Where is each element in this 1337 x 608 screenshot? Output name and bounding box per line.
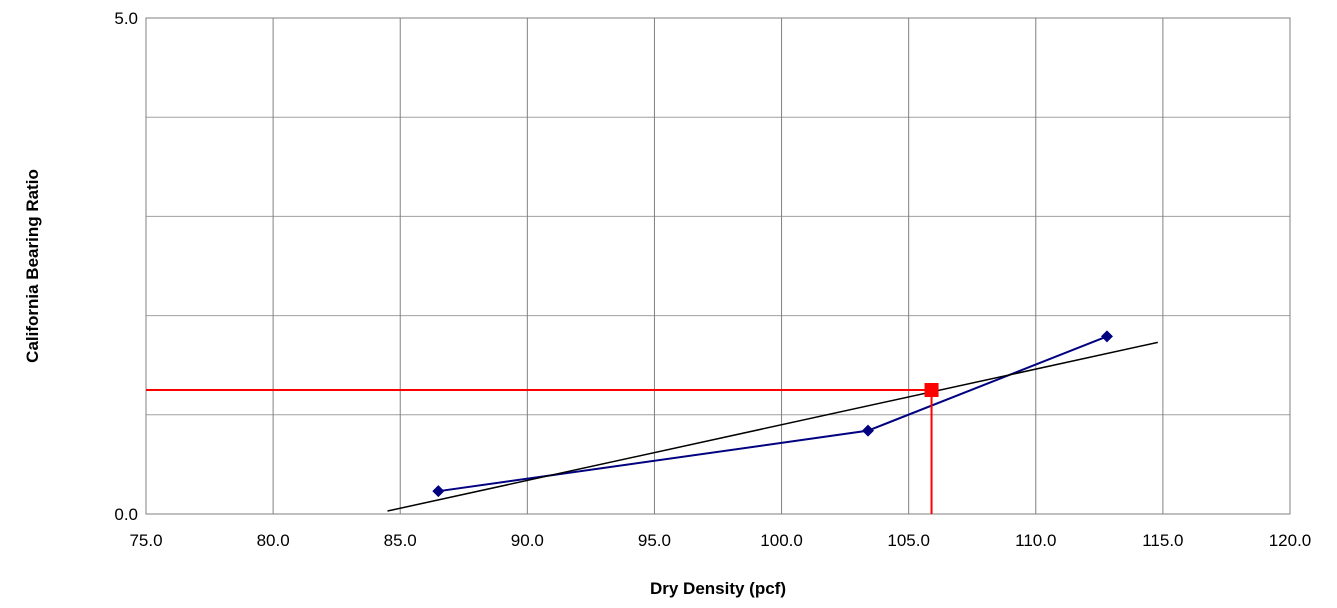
plot-area xyxy=(146,18,1290,514)
y-tick-label: 5.0 xyxy=(114,9,138,28)
y-tick-label: 0.0 xyxy=(114,505,138,524)
x-tick-label: 120.0 xyxy=(1269,531,1312,550)
data-point-marker xyxy=(1100,330,1113,343)
y-tick-labels: 0.0 5.0 xyxy=(114,9,138,524)
x-tick-label: 115.0 xyxy=(1142,531,1183,550)
series-layer xyxy=(146,330,1158,514)
x-tick-label: 80.0 xyxy=(257,531,290,550)
x-tick-label: 75.0 xyxy=(129,531,162,550)
x-tick-label: 100.0 xyxy=(760,531,803,550)
x-tick-label: 95.0 xyxy=(638,531,671,550)
data-point-marker xyxy=(432,485,445,498)
x-axis-title: Dry Density (pcf) xyxy=(650,579,786,598)
x-tick-label: 105.0 xyxy=(887,531,930,550)
x-tick-labels: 75.0 80.0 85.0 90.0 95.0 100.0 105.0 110.0 115.0… xyxy=(129,531,1311,550)
vertical-gridlines xyxy=(145,18,1291,514)
reference-point-marker xyxy=(924,383,939,397)
y-axis-title: California Bearing Ratio xyxy=(23,169,42,363)
plot-border xyxy=(145,17,1291,515)
x-tick-label: 110.0 xyxy=(1015,531,1056,550)
data-point-marker xyxy=(861,424,874,437)
x-tick-label: 85.0 xyxy=(384,531,417,550)
x-tick-label: 90.0 xyxy=(511,531,544,550)
trendline xyxy=(387,341,1158,512)
